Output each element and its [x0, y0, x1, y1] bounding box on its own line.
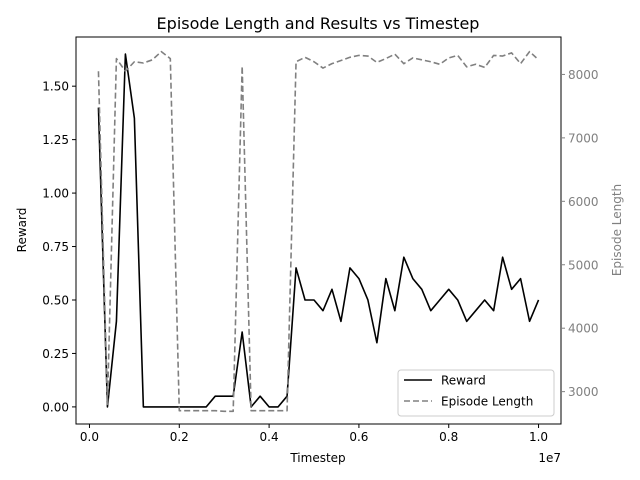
y-axis-left: 0.00 0.25 0.50 0.75 1.00 1.25 1.50 — [42, 80, 76, 414]
y-left-tick-label: 0.50 — [42, 293, 69, 307]
x-axis-label: Timestep — [289, 451, 345, 465]
legend: Reward Episode Length — [397, 369, 555, 417]
y-left-tick-label: 1.50 — [42, 80, 69, 94]
series-line-reward — [97, 53, 540, 408]
x-tick-label: 0.0 — [80, 430, 99, 444]
legend-box — [397, 369, 555, 417]
y-left-tick-label: 0.75 — [42, 240, 69, 254]
y-right-tick-label: 7000 — [568, 131, 599, 145]
x-tick-label: 0.2 — [170, 430, 189, 444]
y-right-tick-label: 4000 — [568, 322, 599, 336]
y-left-tick-label: 0.00 — [42, 400, 69, 414]
x-tick-label: 0.6 — [349, 430, 368, 444]
y-right-tick-label: 3000 — [568, 385, 599, 399]
y-left-tick-label: 1.25 — [42, 133, 69, 147]
y-left-tick-label: 1.00 — [42, 187, 69, 201]
x-tick-label: 0.4 — [260, 430, 279, 444]
y-axis-right-label: Episode Length — [610, 184, 624, 276]
x-tick-label: 1.0 — [529, 430, 548, 444]
x-tick-label: 0.8 — [439, 430, 458, 444]
y-axis-right: 3000 4000 5000 6000 7000 8000 — [561, 68, 599, 399]
legend-label-episode-length: Episode Length — [441, 395, 533, 409]
plot-frame — [75, 36, 562, 425]
x-axis-offset-label: 1e7 — [538, 451, 561, 465]
y-right-tick-label: 8000 — [568, 68, 599, 82]
y-right-tick-label: 5000 — [568, 258, 599, 272]
y-right-tick-label: 6000 — [568, 195, 599, 209]
x-axis: 0.0 0.2 0.4 0.6 0.8 1.0 — [80, 424, 548, 444]
series-line-episode-length — [97, 50, 540, 413]
y-axis-left-label: Reward — [15, 208, 29, 253]
chart-title: Episode Length and Results vs Timestep — [157, 14, 480, 33]
legend-label-reward: Reward — [441, 374, 486, 388]
series-layer — [97, 50, 540, 413]
y-left-tick-label: 0.25 — [42, 347, 69, 361]
